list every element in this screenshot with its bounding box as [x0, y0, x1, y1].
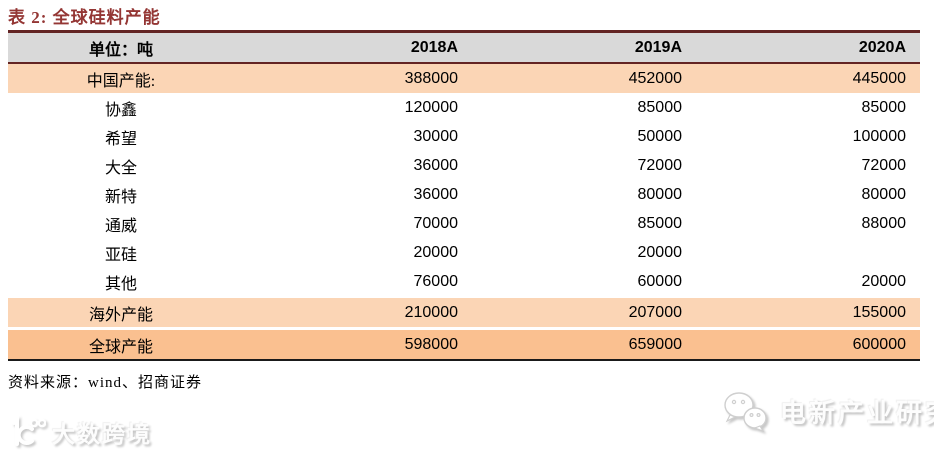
value-cell: 20000 [637, 243, 683, 261]
value-cell: 445000 [852, 69, 906, 87]
wechat-account-name: 电新产业研究 [780, 398, 934, 428]
value-cell: 36000 [413, 156, 459, 174]
col-header-2019a: 2019A [634, 38, 682, 56]
value-cell: 452000 [628, 69, 682, 87]
value-cell: 600000 [852, 335, 906, 353]
row-tongwei: 通威 70000 85000 88000 [8, 209, 920, 238]
row-gcl: 协鑫 120000 85000 85000 [8, 93, 920, 122]
row-daquan: 大全 36000 72000 72000 [8, 151, 920, 180]
site-logo-text: 大数跨境 [52, 422, 152, 447]
value-cell: 85000 [861, 98, 907, 116]
row-global-capacity: 全球产能 598000 659000 600000 [8, 328, 920, 360]
value-cell: 80000 [637, 185, 683, 203]
row-xiwang: 希望 30000 50000 100000 [8, 122, 920, 151]
value-cell: 72000 [861, 156, 907, 174]
row-china-capacity: 中国产能: 388000 452000 445000 [8, 63, 920, 93]
value-cell: 36000 [413, 185, 459, 203]
value-cell: 388000 [404, 69, 458, 87]
value-cell: 30000 [413, 127, 459, 145]
value-cell [696, 238, 920, 267]
wechat-account-watermark: 电新产业研究 [722, 390, 934, 432]
value-cell: 210000 [404, 303, 458, 321]
value-cell: 60000 [637, 272, 683, 290]
value-cell: 70000 [413, 214, 459, 232]
value-cell: 120000 [404, 98, 458, 116]
row-label-cell: 亚硅 [104, 246, 137, 264]
row-label-cell: 通威 [104, 217, 137, 235]
row-label-cell: 全球产能 [88, 338, 153, 356]
value-cell: 100000 [852, 127, 906, 145]
value-cell: 80000 [861, 185, 907, 203]
value-cell: 50000 [637, 127, 683, 145]
value-cell: 155000 [852, 303, 906, 321]
wechat-icon [724, 392, 767, 432]
site-logo-watermark: 大数跨境 [8, 415, 152, 449]
capacity-table: 单位：吨 2018A 2019A 2020A 中国产能: 388000 4520… [8, 30, 920, 361]
source-note: 资料来源：wind、招商证券 [8, 375, 203, 391]
row-label-cell: 希望 [104, 130, 137, 148]
value-cell: 20000 [413, 243, 459, 261]
value-cell: 207000 [628, 303, 682, 321]
value-cell: 659000 [628, 335, 682, 353]
row-label-cell: 中国产能: [86, 72, 156, 90]
row-yagui: 亚硅 20000 20000 [8, 238, 920, 267]
value-cell: 88000 [861, 214, 907, 232]
col-header-2018a: 2018A [410, 38, 458, 56]
row-label-cell: 其他 [104, 275, 137, 293]
value-cell: 598000 [404, 335, 458, 353]
dashu-logo-icon [12, 415, 46, 446]
value-cell: 76000 [413, 272, 459, 290]
value-cell: 85000 [637, 214, 683, 232]
value-cell: 72000 [637, 156, 683, 174]
row-overseas-capacity: 海外产能 210000 207000 155000 [8, 297, 920, 329]
row-label-cell: 协鑫 [104, 101, 137, 119]
row-label-cell: 新特 [104, 188, 137, 206]
value-cell: 85000 [637, 98, 683, 116]
value-cell: 20000 [861, 272, 907, 290]
row-others: 其他 76000 60000 20000 [8, 267, 920, 297]
header-row: 单位：吨 2018A 2019A 2020A [8, 31, 920, 63]
row-label-cell: 海外产能 [88, 306, 153, 324]
col-header-2020a: 2020A [858, 38, 906, 56]
table-title: 表 2: 全球硅料产能 [8, 8, 161, 27]
row-label-cell: 大全 [104, 159, 137, 177]
unit-header-cell: 单位：吨 [88, 41, 153, 59]
row-xinte: 新特 36000 80000 80000 [8, 180, 920, 209]
